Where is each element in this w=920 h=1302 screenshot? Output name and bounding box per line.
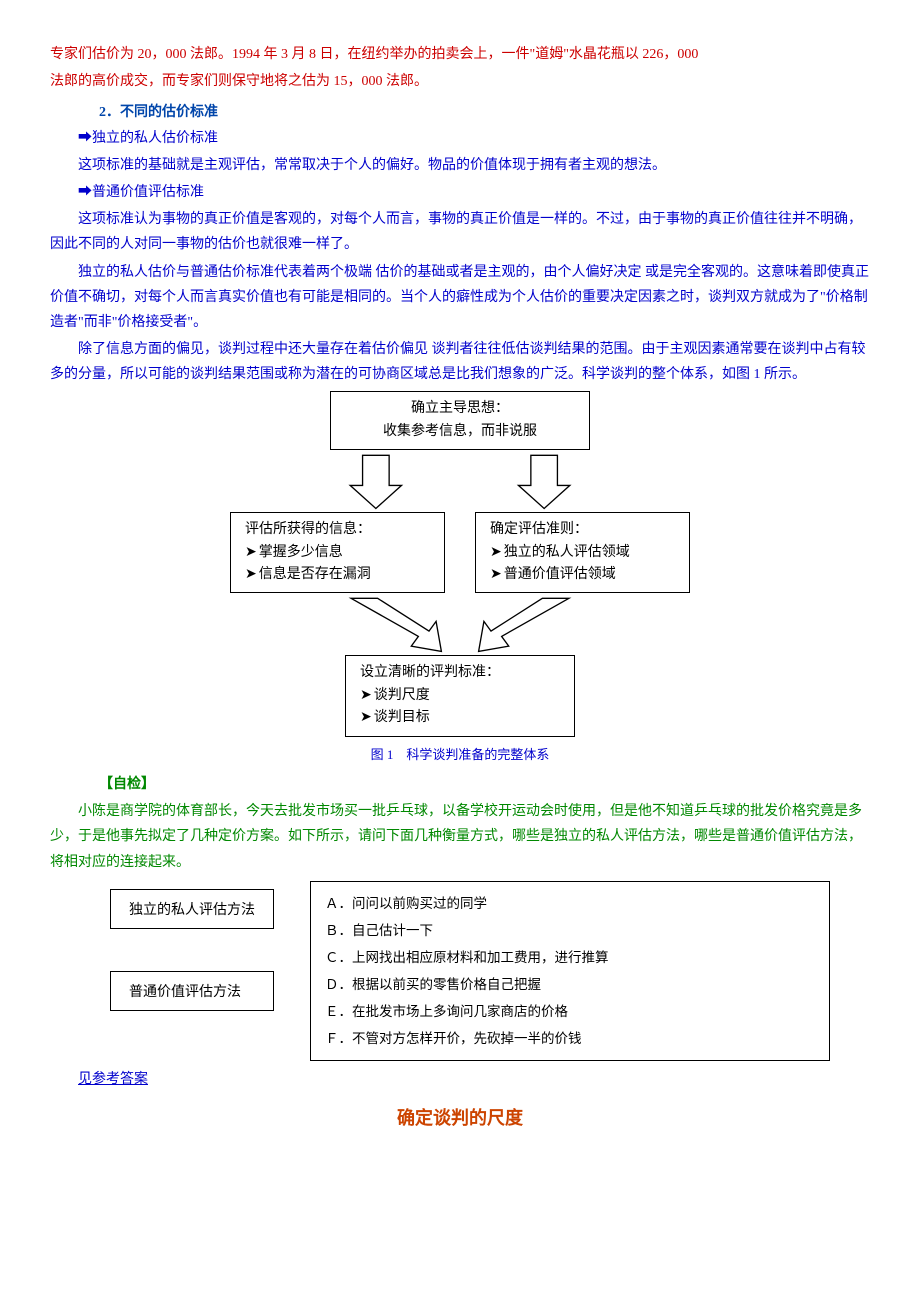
- flowchart-bottom-line2: 谈判尺度: [360, 685, 560, 707]
- heading-valuation-standards: 2．不同的估价标准: [99, 100, 870, 125]
- flowchart-left-line2: 掌握多少信息: [245, 542, 430, 564]
- flowchart-left-line1: 评估所获得的信息：: [245, 519, 430, 541]
- intro-line-2: 法郎的高价成交，而专家们则保守地将之估为 15，000 法郎。: [50, 69, 870, 94]
- matching-option-b: Ｂ．自己估计一下: [325, 917, 815, 944]
- arrow-right-icon: ➡: [78, 131, 92, 146]
- flowchart-right-line1: 确定评估准则：: [490, 519, 675, 541]
- flowchart-node-top: 确立主导思想： 收集参考信息，而非说服: [330, 391, 590, 450]
- paragraph-3: 独立的私人估价与普通估价标准代表着两个极端 估价的基础或者是主观的，由个人偏好决…: [50, 260, 870, 336]
- matching-option-e: Ｅ．在批发市场上多询问几家商店的价格: [325, 998, 815, 1025]
- matching-left-box-private: 独立的私人评估方法: [110, 889, 274, 929]
- matching-option-a: Ａ．问问以前购买过的同学: [325, 890, 815, 917]
- flowchart-arrow-split-icon: [230, 450, 690, 512]
- flowchart-bottom-line1: 设立清晰的评判标准：: [360, 662, 560, 684]
- flowchart-node-bottom: 设立清晰的评判标准： 谈判尺度 谈判目标: [345, 655, 575, 736]
- sub-private-standard-title: 独立的私人估价标准: [92, 131, 218, 146]
- flowchart-top-line2: 收集参考信息，而非说服: [345, 421, 575, 443]
- flowchart-caption: 图 1 科学谈判准备的完整体系: [371, 743, 550, 766]
- answer-link[interactable]: 见参考答案: [78, 1072, 148, 1087]
- flowchart-top-line1: 确立主导思想：: [345, 398, 575, 420]
- flowchart-arrow-merge-icon: [230, 593, 690, 655]
- final-section-heading: 确定谈判的尺度: [50, 1102, 870, 1134]
- flowchart-figure-1: 确立主导思想： 收集参考信息，而非说服 评估所获得的信息： 掌握多少信息 信息是…: [230, 391, 690, 766]
- paragraph-2: 这项标准认为事物的真正价值是客观的，对每个人而言，事物的真正价值是一样的。不过，…: [50, 207, 870, 257]
- matching-exercise: 独立的私人评估方法 普通价值评估方法 Ａ．问问以前购买过的同学 Ｂ．自己估计一下…: [110, 881, 830, 1061]
- matching-option-f: Ｆ．不管对方怎样开价，先砍掉一半的价钱: [325, 1025, 815, 1052]
- sub-private-standard: ➡独立的私人估价标准: [78, 126, 870, 151]
- arrow-right-icon: ➡: [78, 185, 92, 200]
- matching-options-box: Ａ．问问以前购买过的同学 Ｂ．自己估计一下 Ｃ．上网找出相应原材料和加工费用，进…: [310, 881, 830, 1061]
- matching-option-d: Ｄ．根据以前买的零售价格自己把握: [325, 971, 815, 998]
- sub-common-standard: ➡普通价值评估标准: [78, 180, 870, 205]
- flowchart-node-right: 确定评估准则： 独立的私人评估领域 普通价值评估领域: [475, 512, 690, 593]
- selfcheck-text: 小陈是商学院的体育部长，今天去批发市场买一批乒乓球，以备学校开运动会时使用，但是…: [50, 799, 870, 875]
- paragraph-4: 除了信息方面的偏见，谈判过程中还大量存在着估价偏见 谈判者往往低估谈判结果的范围…: [50, 337, 870, 387]
- flowchart-node-left: 评估所获得的信息： 掌握多少信息 信息是否存在漏洞: [230, 512, 445, 593]
- selfcheck-label: 【自检】: [99, 777, 155, 792]
- flowchart-right-line3: 普通价值评估领域: [490, 564, 675, 586]
- matching-option-c: Ｃ．上网找出相应原材料和加工费用，进行推算: [325, 944, 815, 971]
- answer-link-wrapper: 见参考答案: [78, 1067, 870, 1092]
- flowchart-right-line2: 独立的私人评估领域: [490, 542, 675, 564]
- matching-left-column: 独立的私人评估方法 普通价值评估方法: [110, 889, 274, 1012]
- paragraph-1: 这项标准的基础就是主观评估，常常取决于个人的偏好。物品的价值体现于拥有者主观的想…: [50, 153, 870, 178]
- matching-left-box-common: 普通价值评估方法: [110, 971, 274, 1011]
- flowchart-left-line3: 信息是否存在漏洞: [245, 564, 430, 586]
- flowchart-bottom-line3: 谈判目标: [360, 707, 560, 729]
- intro-line-1: 专家们估价为 20，000 法郎。1994 年 3 月 8 日，在纽约举办的拍卖…: [50, 42, 870, 67]
- flowchart-middle-row: 评估所获得的信息： 掌握多少信息 信息是否存在漏洞 确定评估准则： 独立的私人评…: [230, 512, 690, 593]
- sub-common-standard-title: 普通价值评估标准: [92, 185, 204, 200]
